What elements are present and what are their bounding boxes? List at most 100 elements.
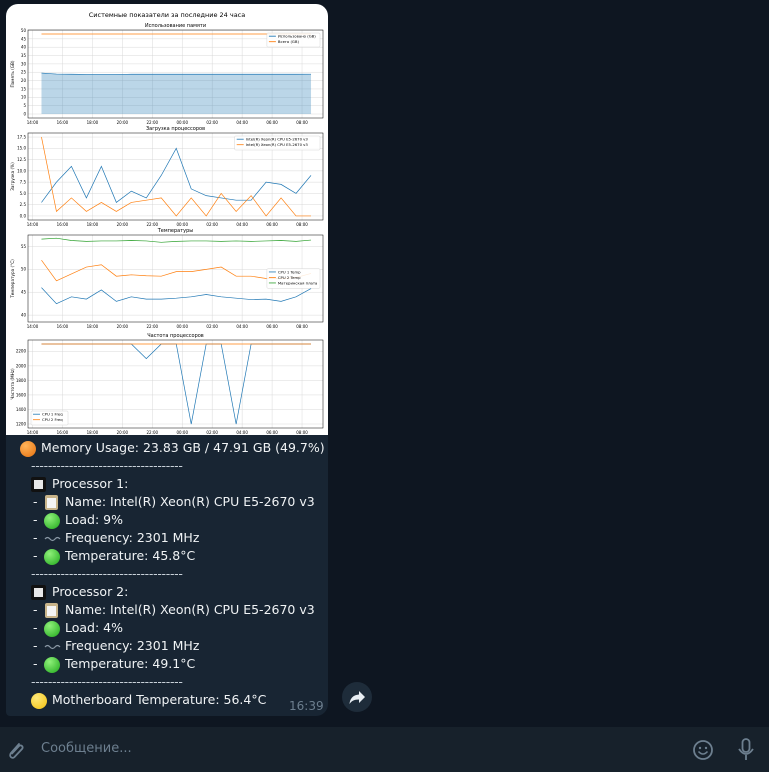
wave-icon [44, 536, 61, 542]
message-input[interactable]: Сообщение... [41, 741, 132, 756]
x-tick-label: 08:00 [296, 222, 308, 227]
series-group [41, 343, 312, 425]
processor-header: Processor 1: [52, 476, 129, 491]
processor-item: Load: 9% [65, 512, 124, 527]
mic-icon[interactable] [736, 737, 756, 763]
y-tick-label: 45 [21, 290, 27, 295]
legend-label: CPU 1 Temp [278, 269, 301, 274]
bullet: - [33, 548, 38, 563]
x-tick-label: 00:00 [176, 324, 188, 329]
y-tick-label: 17.5 [17, 134, 26, 139]
x-tick-label: 00:00 [176, 222, 188, 227]
x-tick-label: 18:00 [87, 222, 99, 227]
x-tick-label: 14:00 [27, 222, 39, 227]
x-tick-label: 08:00 [296, 120, 308, 125]
legend: Использовано (GB)Всего (GB) [266, 32, 321, 48]
x-tick-label: 16:00 [57, 120, 69, 125]
y-tick-label: 1800 [16, 378, 27, 383]
y-tick-label: 10.0 [17, 168, 26, 173]
legend-box [30, 410, 69, 426]
x-tick-label: 04:00 [236, 222, 248, 227]
y-tick-label: 2.5 [20, 202, 27, 207]
legend-label: Intel(R) Xeon(R) CPU E5-2670 v3 [246, 142, 309, 147]
line [41, 259, 312, 282]
name-icon [45, 495, 58, 510]
x-tick-label: 14:00 [27, 430, 39, 435]
status-icon [44, 657, 60, 673]
x-tick-label: 20:00 [117, 120, 129, 125]
x-tick-label: 02:00 [206, 324, 218, 329]
emoji-icon[interactable] [692, 739, 714, 761]
status-icon [44, 621, 60, 637]
x-tick-label: 22:00 [147, 120, 159, 125]
forward-button[interactable] [341, 681, 373, 713]
y-tick-label: 55 [21, 244, 27, 249]
y-tick-label: 20 [21, 78, 27, 83]
y-axis-label: Температура (°C) [10, 259, 15, 299]
legend-label: Материнская плата [278, 280, 317, 285]
x-tick-label: 14:00 [27, 324, 39, 329]
axes-frame [27, 29, 324, 119]
message-time: 16:39 [289, 699, 324, 713]
x-tick-label: 04:00 [236, 430, 248, 435]
y-tick-label: 2200 [16, 349, 27, 354]
y-tick-label: 5 [23, 103, 26, 108]
x-tick-label: 06:00 [266, 222, 278, 227]
x-tick-label: 20:00 [117, 222, 129, 227]
status-icon [44, 549, 60, 565]
legend-label: CPU 1 Freq [42, 412, 63, 417]
attach-icon[interactable] [4, 738, 26, 762]
x-tick-label: 22:00 [147, 324, 159, 329]
processor-icon [31, 585, 46, 600]
x-tick-label: 16:00 [57, 222, 69, 227]
y-axis-label: Память (GB) [10, 60, 15, 87]
x-tick-label: 06:00 [266, 430, 278, 435]
x-tick-label: 18:00 [87, 430, 99, 435]
bullet: - [33, 620, 38, 635]
axes-frame [27, 132, 324, 221]
y-tick-label: 1600 [16, 392, 27, 397]
y-tick-label: 40 [21, 45, 27, 50]
y-tick-label: 2000 [16, 363, 27, 368]
y-tick-label: 15.0 [17, 146, 26, 151]
memory-icon [20, 441, 36, 457]
y-axis-label: Загрузка (%) [10, 162, 15, 191]
processor-item: Name: Intel(R) Xeon(R) CPU E5-2670 v3 [65, 494, 315, 509]
y-tick-label: 5.0 [20, 191, 27, 196]
figure-title: Системные показатели за последние 24 час… [89, 11, 246, 19]
x-tick-label: 14:00 [27, 120, 39, 125]
series-group [41, 237, 312, 305]
x-tick-label: 08:00 [296, 324, 308, 329]
x-tick-label: 06:00 [266, 120, 278, 125]
memory-line: Memory Usage: 23.83 GB / 47.91 GB (49.7%… [41, 440, 325, 455]
y-tick-label: 1200 [16, 421, 27, 426]
plot-area: 14:00 16:00 18:00 20:00 22:00 00:00 02:00 04:00… [21, 235, 323, 329]
x-tick-label: 22:00 [147, 430, 159, 435]
x-tick-label: 16:00 [57, 324, 69, 329]
y-tick-label: 40 [21, 313, 27, 318]
x-tick-label: 00:00 [176, 430, 188, 435]
line [41, 147, 312, 203]
x-tick-label: 00:00 [176, 120, 188, 125]
processor-item: Frequency: 2301 MHz [65, 530, 200, 545]
y-tick-label: 0 [23, 111, 26, 116]
legend-label: Использовано (GB) [278, 34, 316, 39]
line [41, 72, 312, 75]
separator: ------------------------------------ [31, 674, 183, 689]
x-tick-label: 08:00 [296, 430, 308, 435]
line [41, 136, 312, 217]
plot-area: 14:00 16:00 18:00 20:00 22:00 00:00 02:00 04:00… [21, 28, 323, 125]
bullet: - [33, 602, 38, 617]
legend-label: Intel(R) Xeon(R) CPU E5-2670 v3 [246, 137, 309, 142]
separator: ------------------------------------ [31, 566, 183, 581]
chart-image[interactable]: Системные показатели за последние 24 час… [6, 4, 328, 435]
series-group [41, 136, 312, 217]
x-tick-label: 06:00 [266, 324, 278, 329]
processor-item: Frequency: 2301 MHz [65, 638, 200, 653]
legend-box [266, 268, 321, 289]
x-tick-label: 04:00 [236, 324, 248, 329]
axes-frame [27, 339, 324, 429]
name-icon [45, 603, 58, 618]
bullet: - [33, 656, 38, 671]
